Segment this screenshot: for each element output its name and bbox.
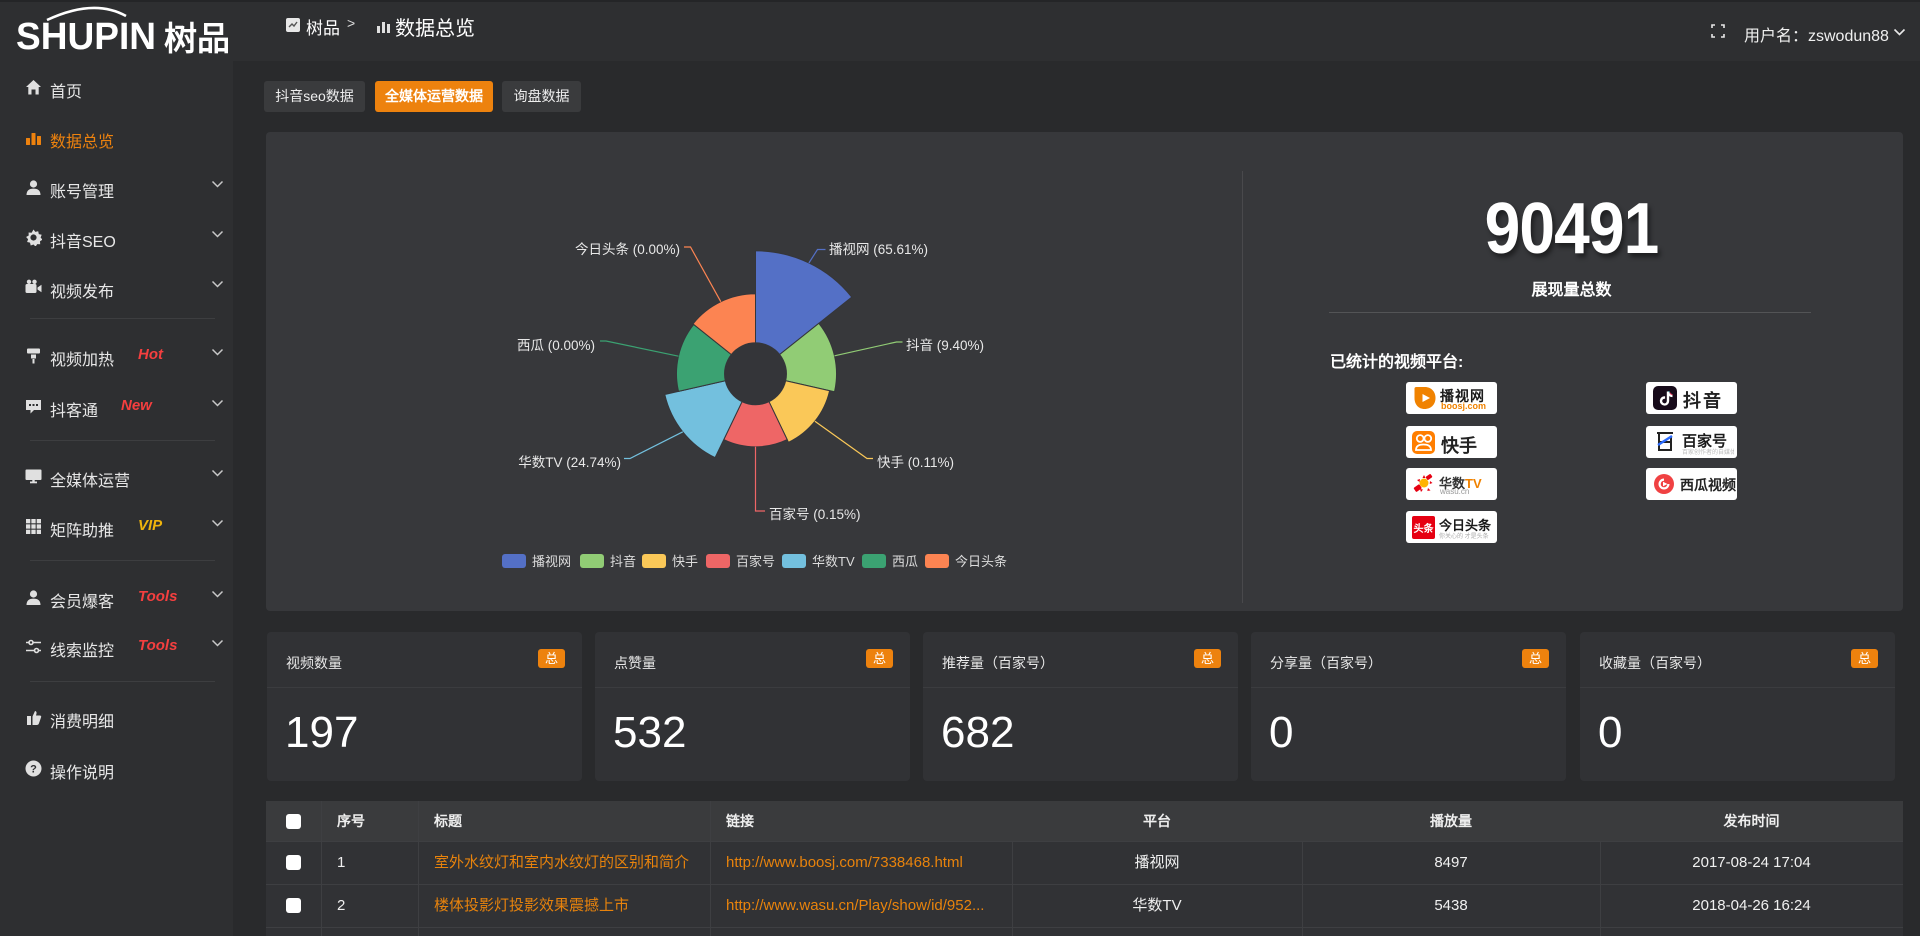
svg-text:?: ? — [30, 764, 37, 776]
svg-text:头条: 头条 — [1414, 522, 1435, 535]
svg-text:SHUPIN: SHUPIN — [16, 16, 156, 56]
svg-text:树品: 树品 — [164, 20, 228, 56]
